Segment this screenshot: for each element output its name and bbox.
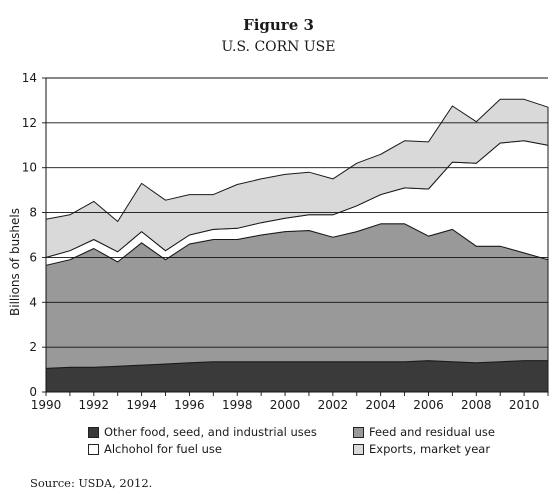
source-prefix: Source:: [30, 476, 79, 490]
legend-label-feed: Feed and residual use: [369, 425, 495, 439]
chart-area: 1990 1992 1994 1996 1998 2000 2002 2004 2006 2008…: [8, 71, 549, 412]
x-tick-label: 2008: [461, 398, 492, 412]
x-tick-label: 1994: [126, 398, 157, 412]
x-tick-label: 2010: [509, 398, 540, 412]
legend-label-exports: Exports, market year: [369, 442, 491, 456]
x-tick-label: 2006: [413, 398, 444, 412]
legend-item-other-food: Other food, seed, and industrial uses: [88, 425, 317, 439]
legend-item-alcohol: Alchohol for fuel use: [88, 442, 222, 456]
legend-label-alcohol: Alchohol for fuel use: [104, 442, 222, 456]
y-tick-label: 14: [22, 71, 37, 85]
y-tick-label: 6: [29, 250, 37, 264]
source-note: Source: USDA, 2012.: [30, 476, 152, 490]
y-axis-label: Billions of bushels: [8, 208, 22, 316]
series-area-3: [45, 98, 549, 258]
y-tick-label: 10: [22, 161, 37, 175]
legend-item-exports: Exports, market year: [353, 442, 490, 456]
x-tick-label: 1996: [174, 398, 205, 412]
source-org: USDA: [78, 477, 113, 490]
legend-label-other-food: Other food, seed, and industrial uses: [104, 425, 317, 439]
x-tick-label: 1990: [31, 398, 62, 412]
legend-item-feed: Feed and residual use: [353, 425, 495, 439]
x-tick-label: 2002: [318, 398, 349, 412]
y-tick-label: 8: [29, 206, 37, 220]
source-suffix: , 2012.: [112, 476, 153, 490]
legend-swatch-alcohol: [88, 443, 99, 455]
x-tick-label: 2004: [365, 398, 396, 412]
x-tick-label: 1992: [79, 398, 110, 412]
legend-swatch-other-food: [88, 426, 99, 438]
x-tick-label: 1998: [222, 398, 253, 412]
y-tick-label: 4: [29, 295, 37, 309]
y-tick-label: 12: [22, 116, 37, 130]
legend-swatch-feed: [353, 426, 364, 438]
figure-label: Figure 3: [243, 16, 314, 34]
chart-title: U.S. CORN USE: [221, 39, 336, 55]
y-tick-label: 2: [29, 340, 37, 354]
y-tick-label: 0: [29, 385, 37, 399]
x-tick-label: 2000: [270, 398, 301, 412]
legend-swatch-exports: [353, 443, 364, 455]
